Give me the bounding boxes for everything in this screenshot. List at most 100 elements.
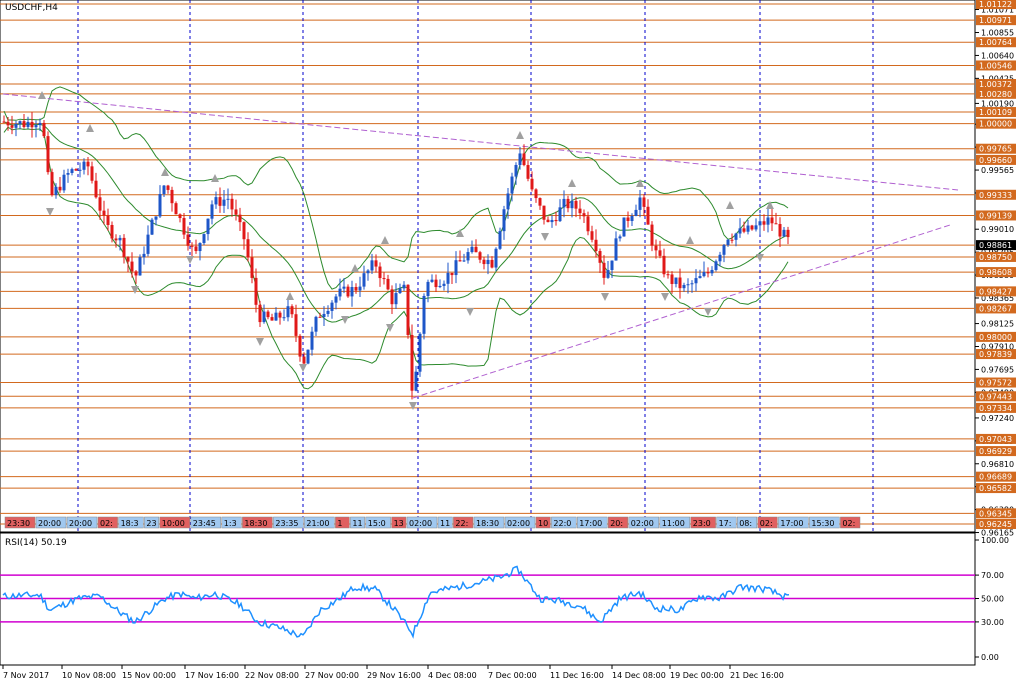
time-tag xyxy=(473,516,505,529)
candle-body xyxy=(282,317,286,319)
candle-body xyxy=(494,248,498,268)
candle-body xyxy=(510,176,514,194)
candle-body xyxy=(30,121,34,128)
candle-body xyxy=(758,221,762,226)
time-tag xyxy=(576,516,608,529)
time-tag xyxy=(66,516,98,529)
level-label-bg xyxy=(976,286,1016,297)
candle-body xyxy=(706,272,710,274)
candle-body xyxy=(786,229,790,238)
candle-body xyxy=(610,260,614,270)
level-label: 0.98608 xyxy=(979,268,1012,277)
price-tick-label: 0.97910 xyxy=(981,342,1014,351)
candle-body xyxy=(742,228,746,232)
candle-body xyxy=(210,204,214,219)
candle-body xyxy=(34,125,38,128)
level-label: 0.98750 xyxy=(979,253,1012,262)
level-label-bg xyxy=(976,508,1016,519)
candle-body xyxy=(242,222,246,240)
candle-body xyxy=(118,237,122,241)
fractal-down xyxy=(756,254,764,262)
candle-body xyxy=(430,279,434,282)
candle-body xyxy=(486,259,490,265)
time-tag-label: 02: xyxy=(842,519,855,528)
candle-body xyxy=(286,306,290,318)
level-label-bg xyxy=(976,189,1016,200)
candle-body xyxy=(414,371,418,391)
candle-body xyxy=(410,334,414,391)
time-tag-label: 02: xyxy=(100,519,113,528)
candle-body xyxy=(330,302,334,311)
candle-body xyxy=(114,238,118,241)
level-label-bg xyxy=(976,267,1016,278)
candle-body xyxy=(366,270,370,274)
candle-body xyxy=(70,169,74,173)
candle-body xyxy=(350,286,354,297)
candle-body xyxy=(290,306,294,315)
time-tick-label: 22 Nov 08:00 xyxy=(245,671,299,680)
band-upper xyxy=(3,86,789,290)
time-tag-label: 20:00 xyxy=(69,519,92,528)
fractal-up xyxy=(351,264,359,272)
level-label: 0.98427 xyxy=(979,287,1012,296)
level-label: 1.00109 xyxy=(979,108,1012,117)
band-lower xyxy=(3,126,789,390)
candle-body xyxy=(154,216,158,220)
time-tag-label: 02:00 xyxy=(409,519,432,528)
candle-body xyxy=(18,121,22,124)
candle-body xyxy=(642,197,646,207)
candle-body xyxy=(726,239,730,246)
time-tag xyxy=(273,516,304,529)
candle-body xyxy=(762,221,766,225)
time-tag xyxy=(118,516,144,529)
fractal-down xyxy=(131,286,139,294)
candle-body xyxy=(54,186,58,196)
level-label: 1.00971 xyxy=(979,16,1012,25)
level-label-bg xyxy=(976,331,1016,342)
candle-body xyxy=(778,224,782,237)
level-label-bg xyxy=(976,446,1016,457)
fractal-down xyxy=(341,316,349,324)
candle-body xyxy=(362,273,366,287)
candle-body xyxy=(438,285,442,288)
candle-body xyxy=(226,198,230,200)
level-label: 0.98000 xyxy=(979,333,1012,342)
level-label-bg xyxy=(976,519,1016,530)
fractal-down xyxy=(704,308,712,316)
level-label-bg xyxy=(976,37,1016,48)
candle-body xyxy=(586,216,590,232)
candle-body xyxy=(122,237,126,258)
candle-body xyxy=(670,274,674,284)
candle-body xyxy=(262,311,266,323)
candle-body xyxy=(646,206,650,225)
candle-body xyxy=(478,252,482,260)
time-tag xyxy=(840,516,861,529)
level-label-bg xyxy=(976,402,1016,413)
fractal-up xyxy=(161,168,169,176)
candle-body xyxy=(234,209,238,215)
time-tag xyxy=(628,516,660,529)
candle-body xyxy=(186,234,190,246)
rsi-tick-label: 100.00 xyxy=(981,536,1009,545)
candle-body xyxy=(518,153,522,165)
candle-body xyxy=(678,277,682,289)
rsi-line xyxy=(2,565,790,639)
time-tag-label: 13 xyxy=(394,519,404,528)
fractal-up xyxy=(726,201,734,209)
time-tag-label: 10 xyxy=(538,519,548,528)
candle-body xyxy=(218,197,222,206)
time-tag-label: 20: xyxy=(610,519,623,528)
candle-body xyxy=(674,277,678,284)
time-tag xyxy=(190,516,222,529)
rsi-title: RSI(14) 50.19 xyxy=(5,538,67,548)
candle-body xyxy=(598,251,602,263)
candle-body xyxy=(594,239,598,252)
time-tag xyxy=(335,516,350,529)
candle-body xyxy=(358,286,362,291)
candle-body xyxy=(522,153,526,166)
time-tag xyxy=(221,516,242,529)
candle-body xyxy=(454,260,458,276)
candle-body xyxy=(106,215,110,225)
level-label: 1.01122 xyxy=(979,0,1012,9)
